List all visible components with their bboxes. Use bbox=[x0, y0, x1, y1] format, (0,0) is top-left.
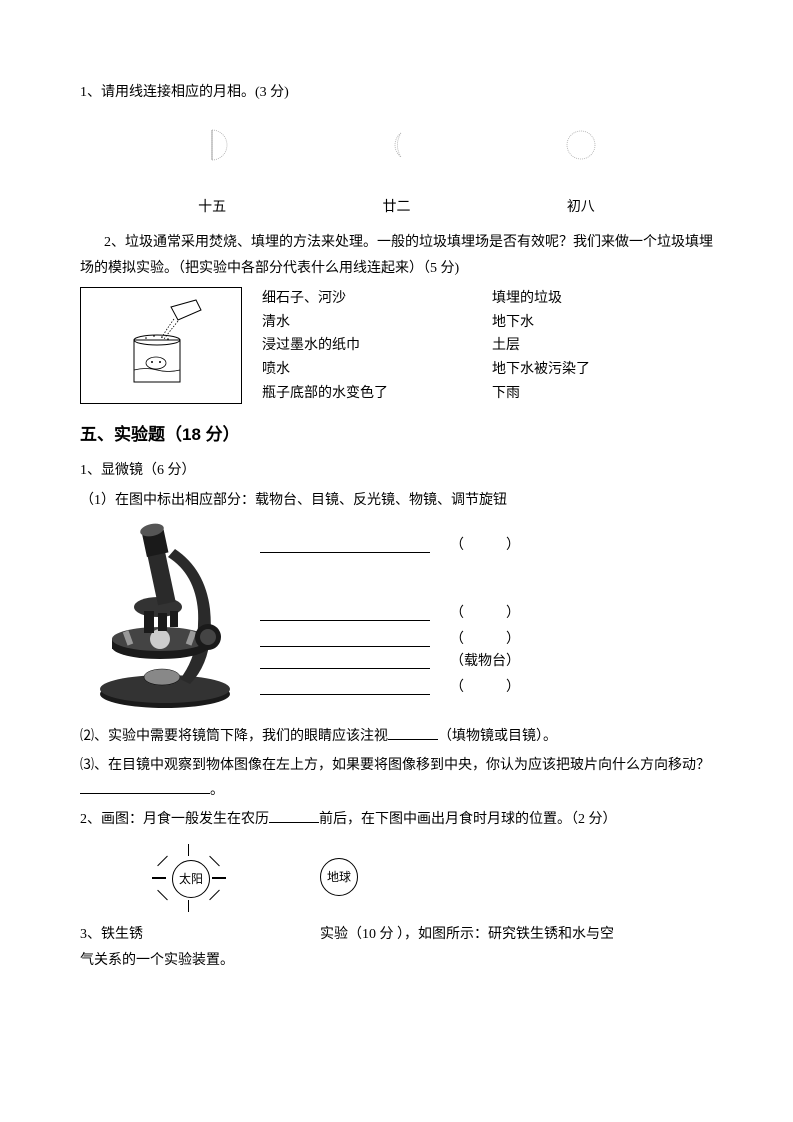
q5-1-title: 1、显微镜（6 分） bbox=[80, 458, 713, 483]
match-left-4: 瓶子底部的水变色了 bbox=[262, 382, 492, 406]
m-line-2[interactable]: （ ） bbox=[260, 601, 520, 626]
moon-phase-3 bbox=[561, 125, 601, 165]
stage-label: （载物台） bbox=[450, 649, 520, 674]
m-line-1[interactable]: （ ） bbox=[260, 533, 520, 558]
match-left-0: 细石子、河沙 bbox=[262, 287, 492, 311]
sub3-blank[interactable] bbox=[80, 779, 210, 794]
microscope-image bbox=[80, 519, 260, 714]
match-right-1: 地下水 bbox=[492, 311, 713, 335]
sub2-text-b: （填物镜或目镜）。 bbox=[438, 729, 557, 744]
match-left-col: 细石子、河沙 清水 浸过墨水的纸巾 喷水 瓶子底部的水变色了 bbox=[262, 287, 492, 406]
q5-3-cont: 气关系的一个实验装置。 bbox=[80, 948, 713, 973]
q5-2-a: 2、画图：月食一般发生在农历 bbox=[80, 812, 269, 827]
sun-wrap: 太阳 bbox=[140, 842, 240, 912]
m-line-stage: （载物台） bbox=[260, 649, 520, 674]
section5-heading: 五、实验题（18 分） bbox=[80, 420, 713, 451]
q5-2-blank[interactable] bbox=[269, 808, 319, 823]
earth-label: 地球 bbox=[320, 858, 358, 896]
sub3-text-b: 。 bbox=[210, 783, 224, 798]
moon-labels-row: 十五 廿二 初八 bbox=[80, 195, 713, 220]
match-columns: 细石子、河沙 清水 浸过墨水的纸巾 喷水 瓶子底部的水变色了 填埋的垃圾 地下水… bbox=[262, 287, 713, 406]
sub3-text-a: ⑶、在目镜中观察到物体图像在左上方，如果要将图像移到中央，你认为应该把玻片向什么… bbox=[80, 758, 710, 773]
q5-3-left: 3、铁生锈 bbox=[80, 922, 320, 947]
q2-body: 细石子、河沙 清水 浸过墨水的纸巾 喷水 瓶子底部的水变色了 填埋的垃圾 地下水… bbox=[80, 287, 713, 406]
moon-phase-2 bbox=[376, 125, 416, 165]
q5-3-right: 实验（10 分 ），如图所示：研究铁生锈和水与空 bbox=[320, 922, 713, 947]
m-line-5[interactable]: （ ） bbox=[260, 675, 520, 700]
q5-1-sub2: ⑵、实验中需要将镜筒下降，我们的眼睛应该注视 （填物镜或目镜）。 bbox=[80, 724, 713, 749]
sub2-text-a: ⑵、实验中需要将镜筒下降，我们的眼睛应该注视 bbox=[80, 729, 388, 744]
q5-2-text: 2、画图：月食一般发生在农历 前后，在下图中画出月食时月球的位置。（2 分） bbox=[80, 807, 713, 832]
match-left-3: 喷水 bbox=[262, 358, 492, 382]
match-right-2: 土层 bbox=[492, 334, 713, 358]
q5-1-sub1: （1）在图中标出相应部分：载物台、目镜、反光镜、物镜、调节旋钮 bbox=[80, 488, 713, 513]
match-left-1: 清水 bbox=[262, 311, 492, 335]
match-right-0: 填埋的垃圾 bbox=[492, 287, 713, 311]
match-right-col: 填埋的垃圾 地下水 土层 地下水被污染了 下雨 bbox=[492, 287, 713, 406]
q5-2-b: 前后，在下图中画出月食时月球的位置。（2 分） bbox=[319, 812, 617, 827]
q1-text: 1、请用线连接相应的月相。(3 分) bbox=[80, 80, 713, 105]
q5-1-sub3: ⑶、在目镜中观察到物体图像在左上方，如果要将图像移到中央，你认为应该把玻片向什么… bbox=[80, 753, 713, 803]
match-right-4: 下雨 bbox=[492, 382, 713, 406]
moon-shapes-row bbox=[80, 125, 713, 165]
moon-label-3: 初八 bbox=[551, 195, 611, 220]
match-left-2: 浸过墨水的纸巾 bbox=[262, 334, 492, 358]
match-right-3: 地下水被污染了 bbox=[492, 358, 713, 382]
microscope-label-lines: （ ） （ ） （ ） （载物台） （ ） bbox=[260, 519, 713, 714]
moon-label-1: 十五 bbox=[182, 195, 242, 220]
sun-earth-diagram: 太阳 地球 bbox=[140, 842, 713, 912]
microscope-area: （ ） （ ） （ ） （载物台） （ ） bbox=[80, 519, 713, 714]
moon-phase-1 bbox=[192, 125, 232, 165]
q5-3-row: 3、铁生锈 实验（10 分 ），如图所示：研究铁生锈和水与空 bbox=[80, 922, 713, 947]
sun-label: 太阳 bbox=[172, 860, 210, 898]
moon-label-2: 廿二 bbox=[366, 195, 426, 220]
jar-diagram bbox=[80, 287, 242, 404]
sub2-blank[interactable] bbox=[388, 725, 438, 740]
q2-intro: 2、垃圾通常采用焚烧、填埋的方法来处理。一般的垃圾填埋场是否有效呢？我们来做一个… bbox=[80, 230, 713, 280]
